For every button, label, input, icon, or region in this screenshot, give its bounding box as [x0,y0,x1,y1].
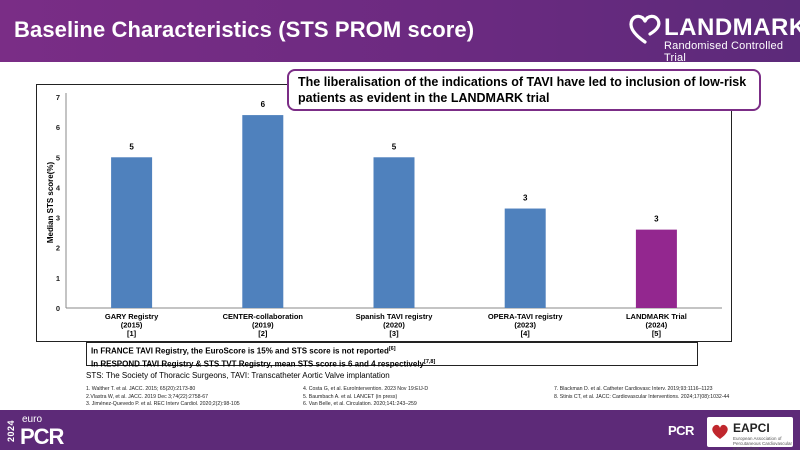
x-category-label: [5] [652,329,662,338]
y-tick-label: 0 [56,304,60,313]
bar [635,229,677,308]
reference-item: 4. Costa G, et al. EuroIntervention. 202… [303,386,429,392]
note-line-1: In FRANCE TAVI Registry, the EuroScore i… [91,344,693,357]
europcr-euro: euro [22,414,43,425]
x-category-label: (2024) [646,321,668,330]
note-line-2: In RESPOND TAVI Registry & STS TVT Regis… [91,357,693,370]
x-category-label: OPERA-TAVI registry [488,312,564,321]
references-col-3: 7. Blackman D. et al. Catheter Cardiovas… [554,386,729,401]
logo-subtitle: Randomised Controlled Trial [664,40,784,64]
europcr-year: 2024 [6,420,16,443]
x-category-label: [1] [127,329,137,338]
bar-data-label: 3 [654,215,659,224]
bar-data-label: 3 [523,194,528,203]
reference-item: 5. Baumbach A. et al. LANCET (in press) [303,393,398,400]
x-category-label: GARY Registry [105,312,159,321]
bar [242,115,284,308]
header-bar: Baseline Characteristics (STS PROM score… [0,0,800,64]
europcr-logo: 2024 euro PCR [4,414,84,449]
x-category-label: LANDMARK Trial [626,312,687,321]
y-tick-label: 4 [56,183,61,192]
x-category-label: (2019) [252,321,274,330]
y-tick-label: 7 [56,93,60,102]
x-category-label: Spanish TAVI registry [356,312,434,321]
bar-data-label: 5 [129,142,134,151]
bar [111,157,153,308]
pcr-small-logo: PCR [668,423,694,438]
y-tick-label: 6 [56,123,60,132]
bar [373,157,415,308]
references-col-2: 4. Costa G, et al. EuroIntervention. 202… [303,386,428,409]
y-tick-label: 1 [56,274,60,283]
x-category-label: (2023) [514,321,536,330]
reference-item: 7. Blackman D. et al. Catheter Cardiovas… [554,386,713,392]
eapci-name: EAPCI [733,421,770,435]
y-tick-label: 3 [56,214,60,223]
bar [504,208,546,308]
y-tick-label: 2 [56,244,60,253]
eapci-subtitle: European Association of Percutaneous Car… [733,436,793,450]
notes-box: In FRANCE TAVI Registry, the EuroScore i… [86,342,698,369]
x-category-label: [2] [258,329,268,338]
reference-item: 8. Stinis CT, et al. JACC: Cardiovascula… [554,393,730,400]
reference-item: 1. Walther T. et al. JACC. 2015; 65(20):… [86,386,196,392]
reference-item: 6. Van Belle, et al. Circulation. 2020;1… [303,401,417,407]
y-tick-label: 5 [56,153,60,162]
x-category-label: [3] [389,329,399,338]
note-line-2-ref: [7,8] [424,359,436,366]
bar-data-label: 5 [392,142,397,151]
landmark-logo: LANDMARK Randomised Controlled Trial [628,10,800,64]
note-line-1-ref: [6] [388,346,396,352]
note-line-2-text: In RESPOND TAVI Registry & STS TVT Regis… [91,359,424,369]
x-category-label: [4] [521,329,531,338]
reference-item: 2.Vlastra W, et al. JACC. 2019 Dec 3;74(… [86,393,208,400]
y-axis-label: Median STS score(%) [46,161,55,243]
x-category-label: (2020) [383,321,405,330]
callout-box: The liberalisation of the indications of… [287,69,761,111]
page-title: Baseline Characteristics (STS PROM score… [14,17,475,42]
logo-name: LANDMARK [664,14,800,41]
europcr-word: PCR [20,424,64,449]
footer-bar [0,410,800,450]
heart-icon [629,14,661,44]
abbreviations: STS: The Society of Thoracic Surgeons, T… [86,371,390,380]
eapci-logo: EAPCI European Association of Percutaneo… [707,417,793,450]
note-line-1-text: In FRANCE TAVI Registry, the EuroScore i… [91,346,389,356]
references-col-1: 1. Walther T. et al. JACC. 2015; 65(20):… [86,386,240,409]
x-category-label: CENTER-collaboration [223,312,304,321]
bar-data-label: 6 [261,100,266,109]
eapci-heart-icon [712,424,728,439]
x-category-label: (2015) [121,321,143,330]
reference-item: 3. Jiménez-Quevedo P. et al. REC Interv … [86,401,240,407]
